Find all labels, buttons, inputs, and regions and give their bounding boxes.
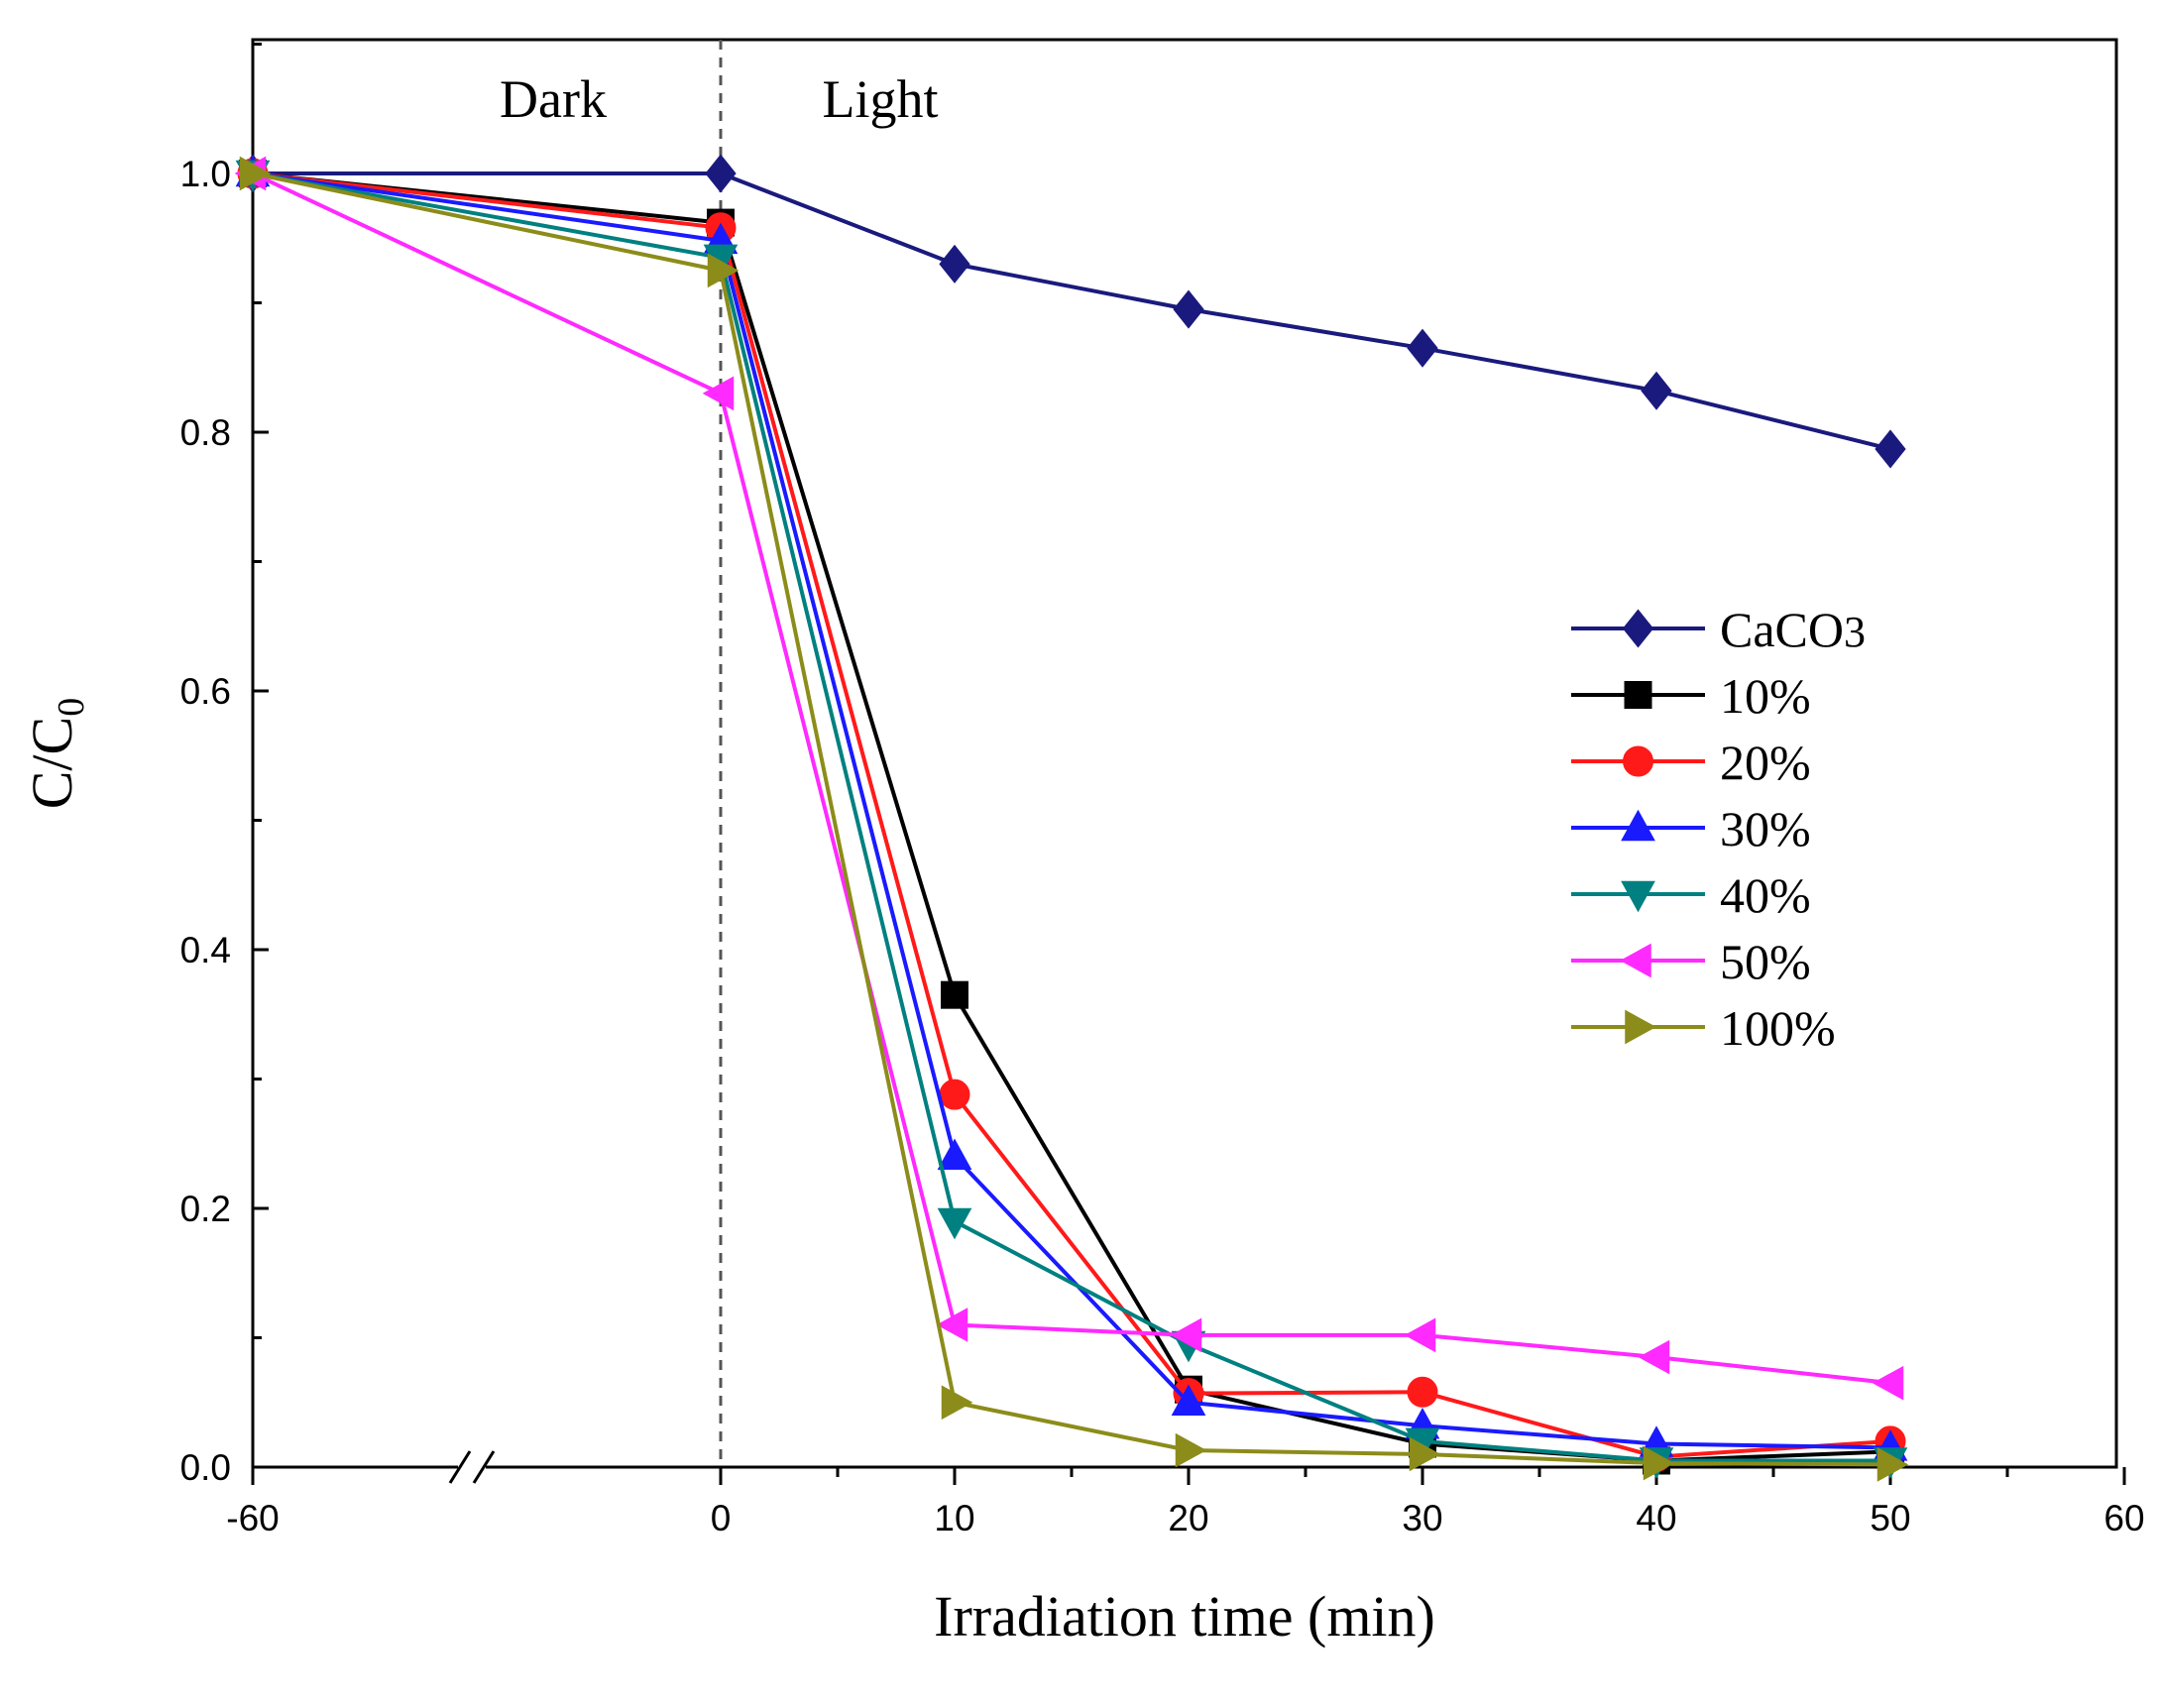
legend-swatch-marker xyxy=(1623,745,1653,777)
y-tick-label: 0.2 xyxy=(180,1189,231,1229)
series-line xyxy=(253,171,1891,451)
legend-swatch-marker xyxy=(1621,809,1655,842)
legend-swatch-marker xyxy=(1624,681,1652,709)
data-point xyxy=(1876,1447,1909,1482)
series-line xyxy=(252,171,1891,1450)
legend-label-subscript: 3 xyxy=(1844,608,1866,656)
data-point xyxy=(1171,1384,1206,1416)
data-point xyxy=(1638,1339,1670,1375)
y-tick-label: 0.6 xyxy=(180,671,231,712)
y-axis-label-subscript: 0 xyxy=(51,698,92,717)
data-point xyxy=(707,253,739,288)
series-line xyxy=(252,171,1891,1459)
legend-label-text: 20% xyxy=(1720,735,1811,790)
x-tick-label: 60 xyxy=(2103,1498,2144,1538)
legend-swatch-marker xyxy=(1621,880,1655,913)
series-line xyxy=(252,171,1890,1463)
series-30pct xyxy=(235,155,1908,1461)
legend-swatch-marker xyxy=(1620,943,1651,978)
series-layer xyxy=(234,154,1909,1482)
legend-label: 50% xyxy=(1720,934,1811,989)
data-point xyxy=(941,980,968,1009)
plot-frame xyxy=(251,38,2118,1469)
y-tick-label: 0.0 xyxy=(180,1447,231,1488)
legend-label: CaCO3 xyxy=(1720,602,1866,657)
legend-item: CaCO3 xyxy=(1571,602,1866,657)
data-point xyxy=(939,244,970,284)
dark-annotation: Dark xyxy=(500,69,607,129)
series-50pct xyxy=(234,156,1904,1401)
data-point xyxy=(239,156,272,191)
legend-label-text: 50% xyxy=(1720,934,1811,989)
data-point xyxy=(937,1138,972,1171)
data-point xyxy=(1170,1317,1202,1353)
data-point xyxy=(702,376,735,411)
x-axis-break xyxy=(448,1450,496,1484)
data-point xyxy=(936,1308,968,1342)
data-point xyxy=(1875,429,1906,469)
data-point xyxy=(937,1207,972,1240)
data-point xyxy=(1409,1436,1441,1472)
x-tick-label: 30 xyxy=(1402,1498,1442,1538)
data-point xyxy=(1643,1445,1675,1481)
data-point xyxy=(1173,289,1204,329)
series-line xyxy=(252,171,1891,1386)
x-tick-label: 0 xyxy=(711,1498,732,1538)
legend-label: 20% xyxy=(1720,735,1811,790)
y-axis-label-main: C/C xyxy=(20,717,84,810)
light-annotation: Light xyxy=(823,69,939,129)
legend-label-text: CaCO xyxy=(1720,602,1844,657)
data-point xyxy=(705,154,737,193)
legend-label-text: 30% xyxy=(1720,801,1811,856)
y-tick-label: 0.4 xyxy=(180,930,231,970)
y-tick-label: 1.0 xyxy=(180,154,231,194)
data-point xyxy=(1641,371,1672,410)
data-point xyxy=(1407,328,1438,368)
y-tick-label: 0.8 xyxy=(180,412,231,453)
legend: CaCO3 10% 20% 30% 40% 50% 100% xyxy=(1571,602,1866,1056)
x-tick-label: 40 xyxy=(1636,1498,1676,1538)
x-tick-label: 20 xyxy=(1168,1498,1208,1538)
data-point xyxy=(1407,1376,1438,1408)
x-axis-label: Irradiation time (min) xyxy=(934,1584,1435,1649)
axis-break-slash xyxy=(448,1450,472,1484)
axis-break-slash xyxy=(472,1450,496,1484)
legend-item: 100% xyxy=(1571,1000,1836,1056)
legend-label: 40% xyxy=(1720,867,1811,923)
axis-break-gap xyxy=(458,1461,486,1473)
legend-label-text: 10% xyxy=(1720,668,1811,724)
legend-label: 10% xyxy=(1720,668,1811,724)
legend-item: 30% xyxy=(1571,801,1811,856)
legend-item: 40% xyxy=(1571,867,1811,923)
data-point xyxy=(1872,1365,1904,1401)
legend-swatch-marker xyxy=(1622,609,1654,648)
y-axis-label: C/C0 xyxy=(20,698,92,810)
x-tick-label: -60 xyxy=(226,1498,279,1538)
legend-swatch-marker xyxy=(1625,1009,1656,1045)
series-100pct xyxy=(239,156,1909,1482)
legend-label-text: 40% xyxy=(1720,867,1811,923)
legend-label: 100% xyxy=(1720,1000,1836,1056)
series-line xyxy=(252,171,1891,1463)
legend-item: 20% xyxy=(1571,735,1811,790)
axis-ticks: 0.0 0.2 0.4 0.6 0.8 1.0 -60 0 10 20 30 40 50 60 xyxy=(180,43,2145,1538)
data-point xyxy=(1404,1317,1436,1353)
data-point xyxy=(939,1079,970,1110)
data-point xyxy=(941,1385,973,1421)
legend-item: 10% xyxy=(1571,668,1811,724)
legend-item: 50% xyxy=(1571,934,1811,989)
data-point xyxy=(1175,1432,1207,1468)
series-caco xyxy=(237,154,1906,469)
series-20pct xyxy=(237,158,1906,1473)
x-tick-label: 10 xyxy=(934,1498,974,1538)
series-line xyxy=(252,171,1891,1467)
x-tick-label: 50 xyxy=(1870,1498,1910,1538)
legend-label-text: 100% xyxy=(1720,1000,1836,1056)
legend-label: 30% xyxy=(1720,801,1811,856)
